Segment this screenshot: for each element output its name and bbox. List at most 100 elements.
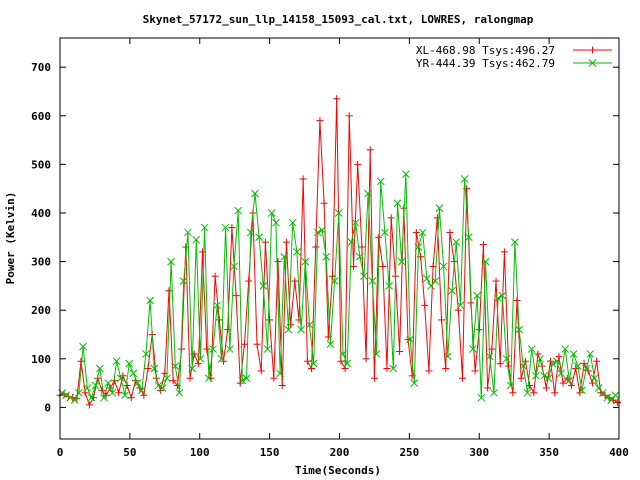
data-point [318, 226, 326, 234]
data-point [460, 175, 469, 183]
data-point [366, 146, 374, 154]
data-point [225, 345, 234, 353]
data-point [322, 252, 331, 261]
data-point [112, 357, 121, 366]
data-point [578, 386, 586, 395]
data-point [551, 389, 559, 397]
data-point [479, 241, 487, 249]
data-point [293, 248, 301, 256]
data-point [297, 325, 305, 334]
data-point [133, 379, 142, 387]
legend-label: YR-444.39 Tsys:462.79 [416, 57, 555, 70]
data-point [517, 374, 525, 382]
data-point [240, 340, 248, 348]
data-point [565, 376, 574, 385]
data-point [438, 316, 446, 324]
data-point [217, 354, 226, 363]
data-point [165, 287, 173, 295]
data-point [200, 223, 209, 232]
data-point [494, 294, 502, 302]
data-point [471, 367, 479, 375]
data-point [475, 326, 483, 334]
data-point [435, 204, 444, 212]
data-point [204, 374, 213, 383]
y-tick-label: 300 [31, 256, 51, 269]
data-point [261, 238, 269, 246]
data-point [431, 277, 440, 285]
data-point [87, 393, 96, 402]
y-axis-label: Power (Kelvin) [4, 192, 17, 285]
data-point [354, 160, 362, 168]
data-point [446, 228, 454, 236]
data-point [349, 262, 357, 270]
data-point [272, 218, 280, 227]
data-point [364, 189, 373, 198]
data-point [477, 393, 486, 402]
data-point [498, 291, 507, 300]
data-point [242, 374, 251, 383]
data-point [316, 117, 324, 125]
data-point [280, 252, 289, 261]
x-tick-label: 100 [190, 446, 210, 459]
data-point [169, 377, 177, 385]
data-point [456, 301, 465, 310]
data-point [337, 357, 345, 365]
data-point [150, 364, 159, 373]
data-point [121, 391, 129, 400]
data-point [559, 379, 567, 387]
data-point [146, 296, 154, 305]
data-point [301, 257, 310, 266]
data-point [414, 243, 423, 251]
data-point [531, 371, 540, 380]
data-point [582, 364, 591, 373]
data-point [509, 389, 517, 397]
data-point [485, 352, 494, 361]
data-point [379, 262, 387, 270]
data-point [266, 316, 274, 324]
data-point [167, 257, 175, 266]
data-point [523, 388, 532, 397]
data-point [387, 214, 395, 222]
series-layer [56, 95, 622, 409]
data-point [381, 228, 389, 237]
data-point [334, 209, 343, 217]
data-point [412, 228, 420, 236]
data-point [410, 379, 419, 387]
data-point [343, 359, 352, 368]
data-point [213, 301, 222, 310]
data-point [355, 252, 364, 261]
x-tick-label: 300 [469, 446, 489, 459]
data-point [506, 381, 515, 390]
data-point [309, 359, 318, 368]
data-point [393, 199, 402, 208]
data-point [171, 362, 180, 370]
data-point [186, 374, 194, 382]
data-point [544, 374, 553, 383]
data-point [192, 235, 201, 244]
data-point [425, 367, 433, 375]
data-point [282, 238, 290, 246]
data-point [421, 301, 429, 309]
data-point [422, 274, 431, 283]
data-point [527, 345, 536, 353]
data-point [383, 365, 391, 373]
data-point [188, 364, 196, 373]
axis-ticks: 0 50 100 150 200 250 300 350 400 0 100 200 300 400 500… [31, 38, 629, 459]
data-point [500, 248, 508, 256]
data-point [385, 282, 393, 290]
data-point [439, 262, 448, 271]
data-point [611, 391, 620, 400]
data-point [196, 354, 205, 363]
data-point [515, 325, 523, 334]
data-point [221, 223, 230, 232]
data-point [540, 371, 549, 380]
data-point [496, 360, 504, 368]
data-point [339, 350, 347, 358]
data-point [402, 170, 410, 178]
data-point [154, 381, 163, 390]
data-point [473, 291, 482, 300]
data-point [542, 384, 550, 392]
data-point [573, 362, 582, 370]
data-point [368, 277, 377, 285]
